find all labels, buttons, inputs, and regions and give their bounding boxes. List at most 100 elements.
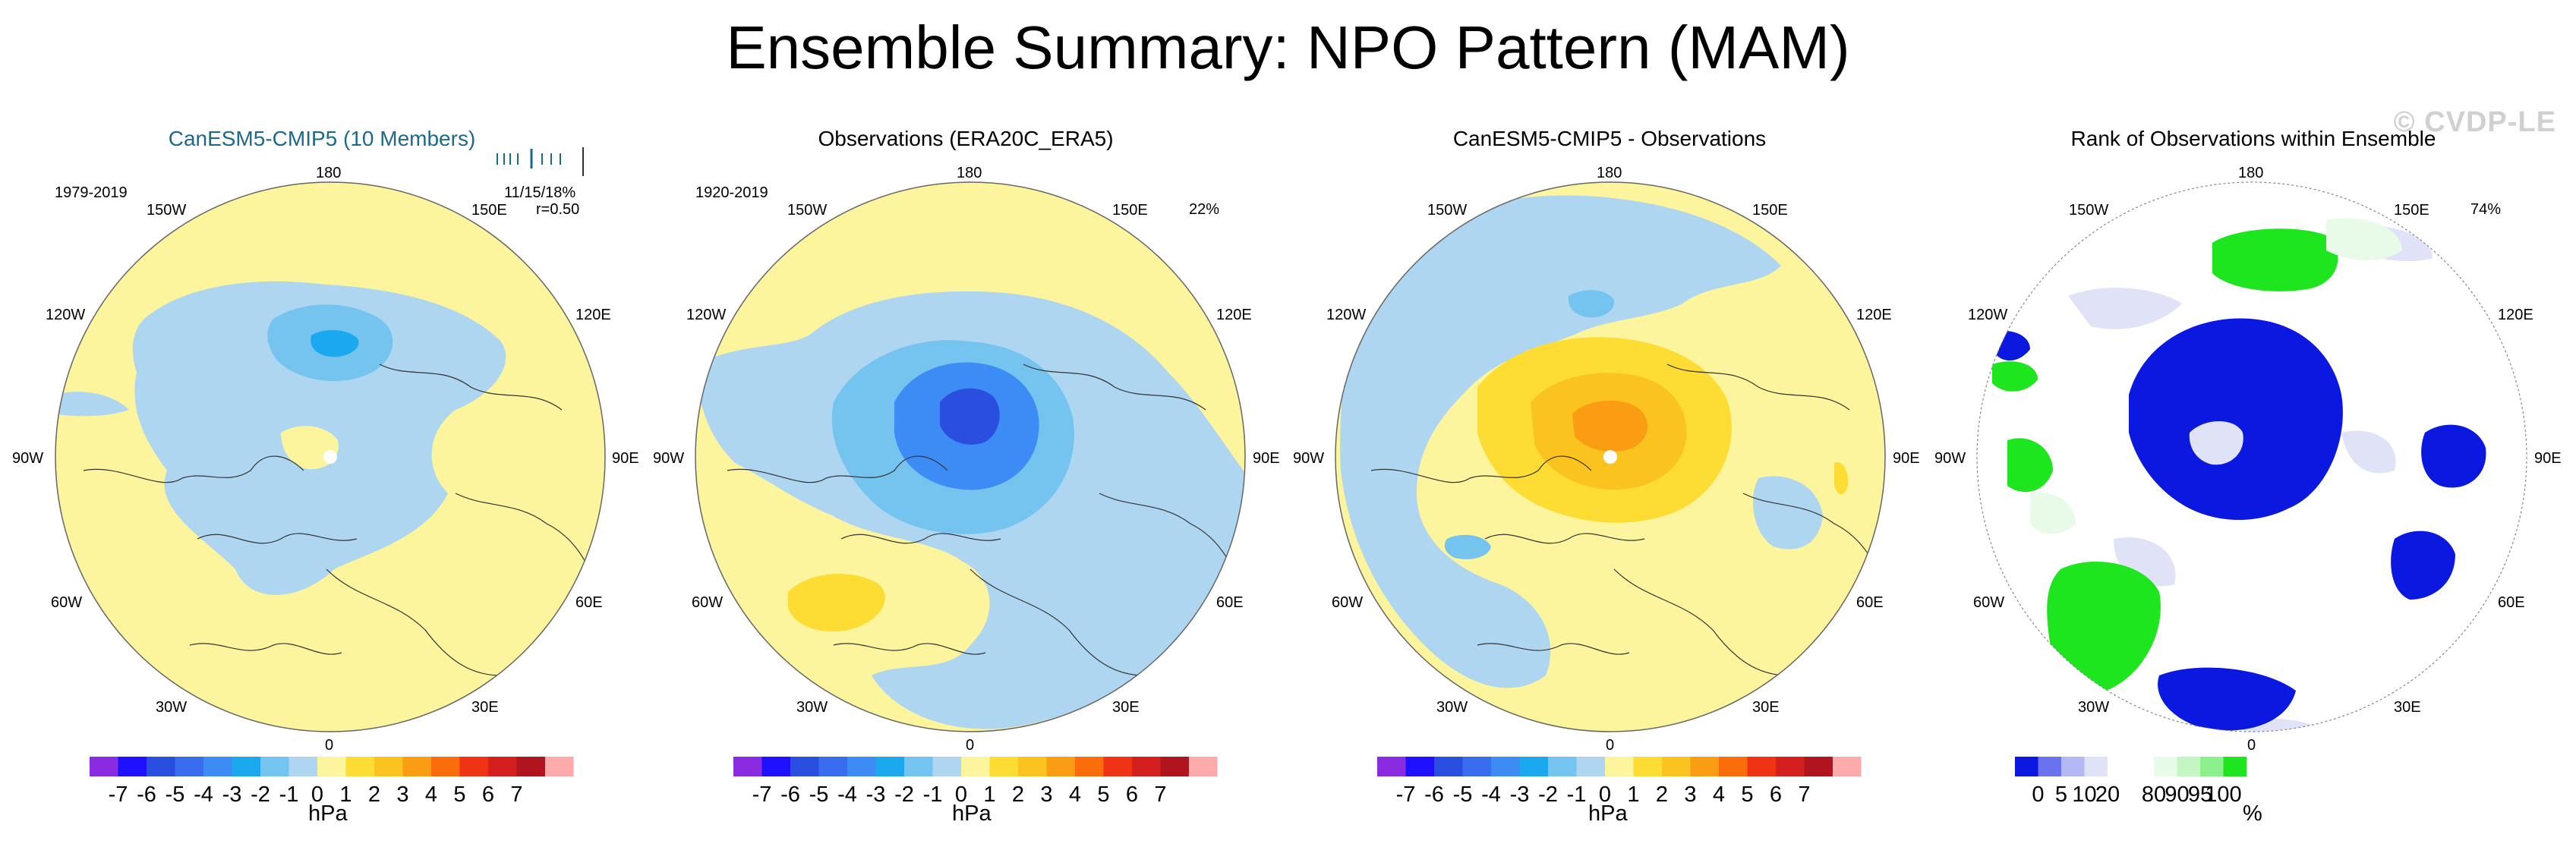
colorbar-swatch — [1462, 757, 1491, 776]
lon-label: 60W — [51, 594, 83, 611]
lon-label: 180 — [1597, 165, 1622, 181]
rank-mid-region-arctic — [2189, 421, 2243, 465]
core-negative-region — [940, 388, 1000, 445]
colorbar-swatch — [1434, 757, 1463, 776]
watermark: © CVDP-LE — [2393, 106, 2556, 138]
colorbar-tick-label: 5 — [2054, 782, 2068, 807]
map-border — [695, 181, 1246, 732]
positive-east-core — [1834, 462, 1849, 495]
lon-label: 120E — [575, 307, 611, 323]
lon-label: 30W — [796, 699, 828, 716]
period-label: 1979-2019 — [55, 184, 128, 201]
lon-label: 90E — [1893, 450, 1920, 467]
rank-low-region — [2129, 318, 2343, 520]
colorbar-swatch — [2130, 757, 2154, 776]
colorbar-swatch — [488, 757, 517, 776]
colorbar-tick-label: 20 — [2095, 782, 2120, 807]
colorbar-tick-label: 2 — [367, 782, 381, 807]
percent-label: 22% — [1189, 201, 1220, 218]
panel-observations: Observations (ERA20C_ERA5) 1920-2019 22%… — [644, 114, 1288, 847]
colorbar-swatch — [1132, 757, 1161, 776]
lon-label: 180 — [957, 165, 982, 181]
colorbar-swatch — [2038, 757, 2061, 776]
colorbar-swatch — [545, 757, 574, 776]
panel-difference: CanESM5-CMIP5 - Observations 180 — [1288, 114, 1931, 847]
lon-label: 180 — [2238, 165, 2264, 181]
colorbar-tick-label: 7 — [1154, 782, 1167, 807]
colorbar-swatch — [118, 757, 147, 776]
colorbar-tick-label: 0 — [2032, 782, 2045, 807]
lon-label: 120W — [1968, 307, 2008, 323]
lon-label: 30W — [1436, 699, 1468, 716]
colorbar-tick-label: -4 — [1481, 782, 1501, 807]
colorbar-tick-label: 1 — [339, 782, 352, 807]
panel-title: CanESM5-CMIP5 - Observations — [1452, 127, 1767, 150]
lon-label: 150E — [1112, 202, 1148, 219]
colorbar-tick-label: 4 — [424, 782, 438, 807]
lon-label: 120E — [1856, 307, 1892, 323]
negative-arctic-core — [1568, 290, 1615, 318]
lon-label: 180 — [316, 165, 342, 181]
lon-label: 30E — [1752, 699, 1780, 716]
polar-map — [55, 147, 606, 732]
correlation-label: r=0.50 — [536, 201, 580, 218]
colorbar-tick-label: -7 — [108, 782, 128, 807]
lon-label: 90W — [1934, 450, 1966, 467]
panel-title: CanESM5-CMIP5 (10 Members) — [168, 127, 476, 150]
colorbar-tick-label: 90 — [2165, 782, 2190, 807]
colorbar-swatch — [904, 757, 933, 776]
colorbar-tick-label: 0 — [311, 782, 324, 807]
percent-label: 74% — [2470, 201, 2502, 218]
colorbar-swatch — [175, 757, 203, 776]
colorbar-tick-label: -4 — [194, 782, 213, 807]
lon-label: 60W — [1973, 594, 2005, 611]
colorbar-swatch — [1605, 757, 1634, 776]
colorbar-tick-label: 7 — [510, 782, 523, 807]
colorbar-tick-label: 2 — [1655, 782, 1669, 807]
colorbar-tick-label: -7 — [1395, 782, 1416, 807]
panel-rank: Rank of Observations within Ensemble 74%… — [1931, 114, 2575, 847]
colorbar-tick-label: 6 — [1125, 782, 1139, 807]
colorbar-tick-label: -2 — [251, 782, 270, 807]
colorbar-swatch — [260, 757, 289, 776]
colorbar-tick-label: -7 — [752, 782, 772, 807]
lon-label: 30W — [2078, 699, 2110, 716]
lon-label: 120W — [1326, 307, 1367, 323]
colorbar-tick-label: -1 — [1566, 782, 1587, 807]
colorbar-tick-label: 0 — [1598, 782, 1612, 807]
lon-label: 60E — [1216, 594, 1244, 611]
lon-label: 90E — [2534, 450, 2562, 467]
colorbar-tick-label: -6 — [1424, 782, 1444, 807]
lon-label: 0 — [325, 737, 334, 754]
colorbar-tick-label: 5 — [1741, 782, 1754, 807]
polar-map — [1976, 181, 2527, 732]
colorbar-swatch — [733, 757, 762, 776]
colorbar-tick-label: 80 — [2141, 782, 2167, 807]
map-border — [1335, 181, 1886, 732]
stats-label: 11/15/18% — [504, 184, 576, 201]
colorbar-tick-label: -4 — [837, 782, 857, 807]
colorbar-tick-label: 5 — [1097, 782, 1110, 807]
colorbar-swatch — [516, 757, 545, 776]
colorbar-swatch — [1662, 757, 1691, 776]
member-ticks — [497, 147, 584, 176]
colorbar-tick-label: 7 — [1798, 782, 1811, 807]
colorbar-swatch — [1189, 757, 1218, 776]
panel-title: Rank of Observations within Ensemble — [2070, 127, 2436, 150]
lon-label: 60W — [692, 594, 724, 611]
colorbar-tick-label: -3 — [1509, 782, 1530, 807]
colorbar-swatches — [90, 757, 574, 776]
colorbar-tick-label: 1 — [983, 782, 996, 807]
colorbar-swatch — [1719, 757, 1748, 776]
colorbar-swatch — [761, 757, 790, 776]
colorbar-swatch — [147, 757, 175, 776]
lon-label: 90E — [612, 450, 639, 467]
lon-label: 60E — [575, 594, 603, 611]
colorbar-swatches — [733, 757, 1218, 776]
colorbar-tick-label: -5 — [809, 782, 829, 807]
colorbar-swatch — [2177, 757, 2200, 776]
colorbar-unit: hPa — [308, 801, 348, 826]
colorbar-tick-label: -5 — [1452, 782, 1473, 807]
colorbar-swatch — [1160, 757, 1189, 776]
lon-label: 150E — [471, 202, 507, 219]
